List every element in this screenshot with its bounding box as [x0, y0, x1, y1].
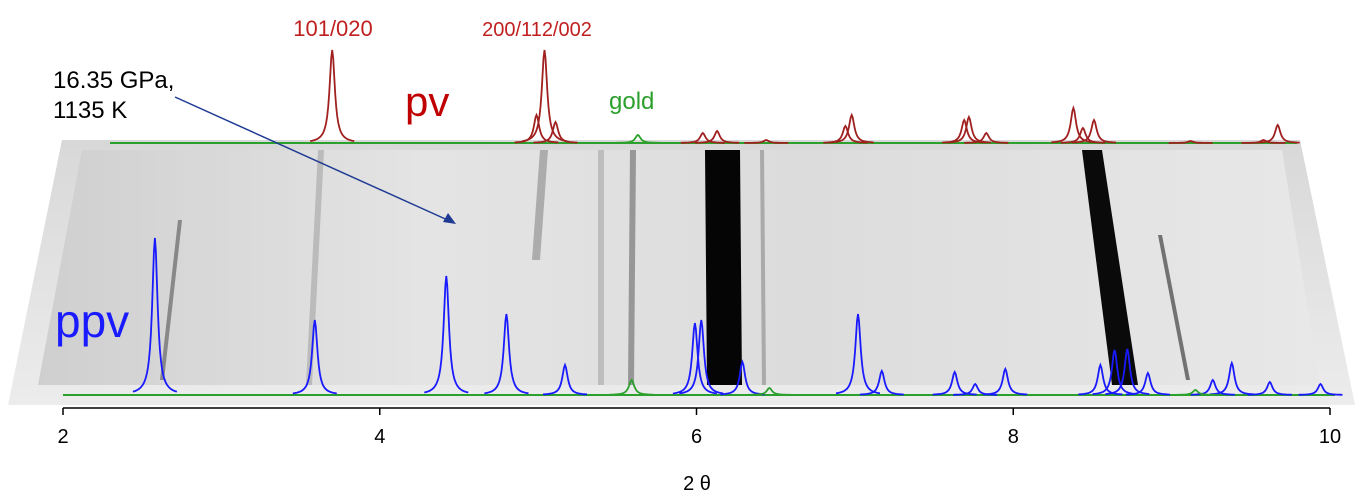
- peak: [932, 369, 977, 396]
- peak: [1072, 117, 1116, 144]
- peak-label: 101/020: [293, 16, 373, 41]
- peak: [829, 112, 874, 144]
- peak: [484, 313, 529, 395]
- peak: [1168, 140, 1213, 144]
- x-axis-label: 2 θ: [683, 473, 711, 494]
- peak: [1051, 105, 1096, 144]
- legend-label: pv: [405, 78, 449, 125]
- peak: [942, 117, 987, 144]
- peak: [1173, 389, 1218, 396]
- peak: [1209, 360, 1254, 396]
- peak: [1190, 378, 1235, 396]
- x-tick-label: 6: [691, 426, 702, 448]
- peak: [1247, 380, 1292, 396]
- peak-label: 200/112/002: [482, 19, 592, 41]
- peak: [424, 275, 469, 394]
- peak: [720, 359, 765, 396]
- peak: [533, 120, 578, 144]
- peak: [1241, 139, 1286, 144]
- condition-label: 16.35 GPa,: [53, 67, 174, 94]
- peak: [1125, 370, 1170, 396]
- peak: [1255, 123, 1300, 144]
- peak: [964, 131, 1009, 144]
- peak: [1105, 348, 1150, 395]
- x-tick-label: 8: [1008, 426, 1019, 448]
- x-tick-label: 10: [1319, 426, 1341, 448]
- peak: [1092, 349, 1137, 395]
- peak: [522, 49, 567, 142]
- peak: [983, 366, 1028, 396]
- peak: [672, 322, 717, 395]
- peak: [1078, 362, 1123, 396]
- x-tick-label: 2: [57, 426, 68, 448]
- condition-label: 1135 K: [53, 97, 127, 124]
- peak: [132, 237, 178, 393]
- peak: [680, 131, 725, 144]
- arrow: [174, 96, 453, 223]
- peak: [1298, 382, 1343, 396]
- peak: [615, 133, 660, 144]
- peak: [946, 114, 991, 144]
- peak: [609, 378, 654, 396]
- peak: [292, 319, 337, 395]
- peak: [744, 139, 789, 144]
- peak: [542, 362, 588, 396]
- peak: [1060, 126, 1105, 144]
- peak: [310, 49, 355, 142]
- legend-label: gold: [609, 88, 654, 115]
- peak: [679, 319, 724, 395]
- peak: [747, 386, 792, 396]
- peak: [695, 129, 740, 144]
- peak: [859, 368, 904, 396]
- arrow-head: [443, 213, 456, 224]
- legend-label: ppv: [55, 295, 129, 347]
- x-tick-label: 4: [374, 426, 385, 448]
- detector-image: [8, 140, 1355, 405]
- peak: [514, 112, 559, 144]
